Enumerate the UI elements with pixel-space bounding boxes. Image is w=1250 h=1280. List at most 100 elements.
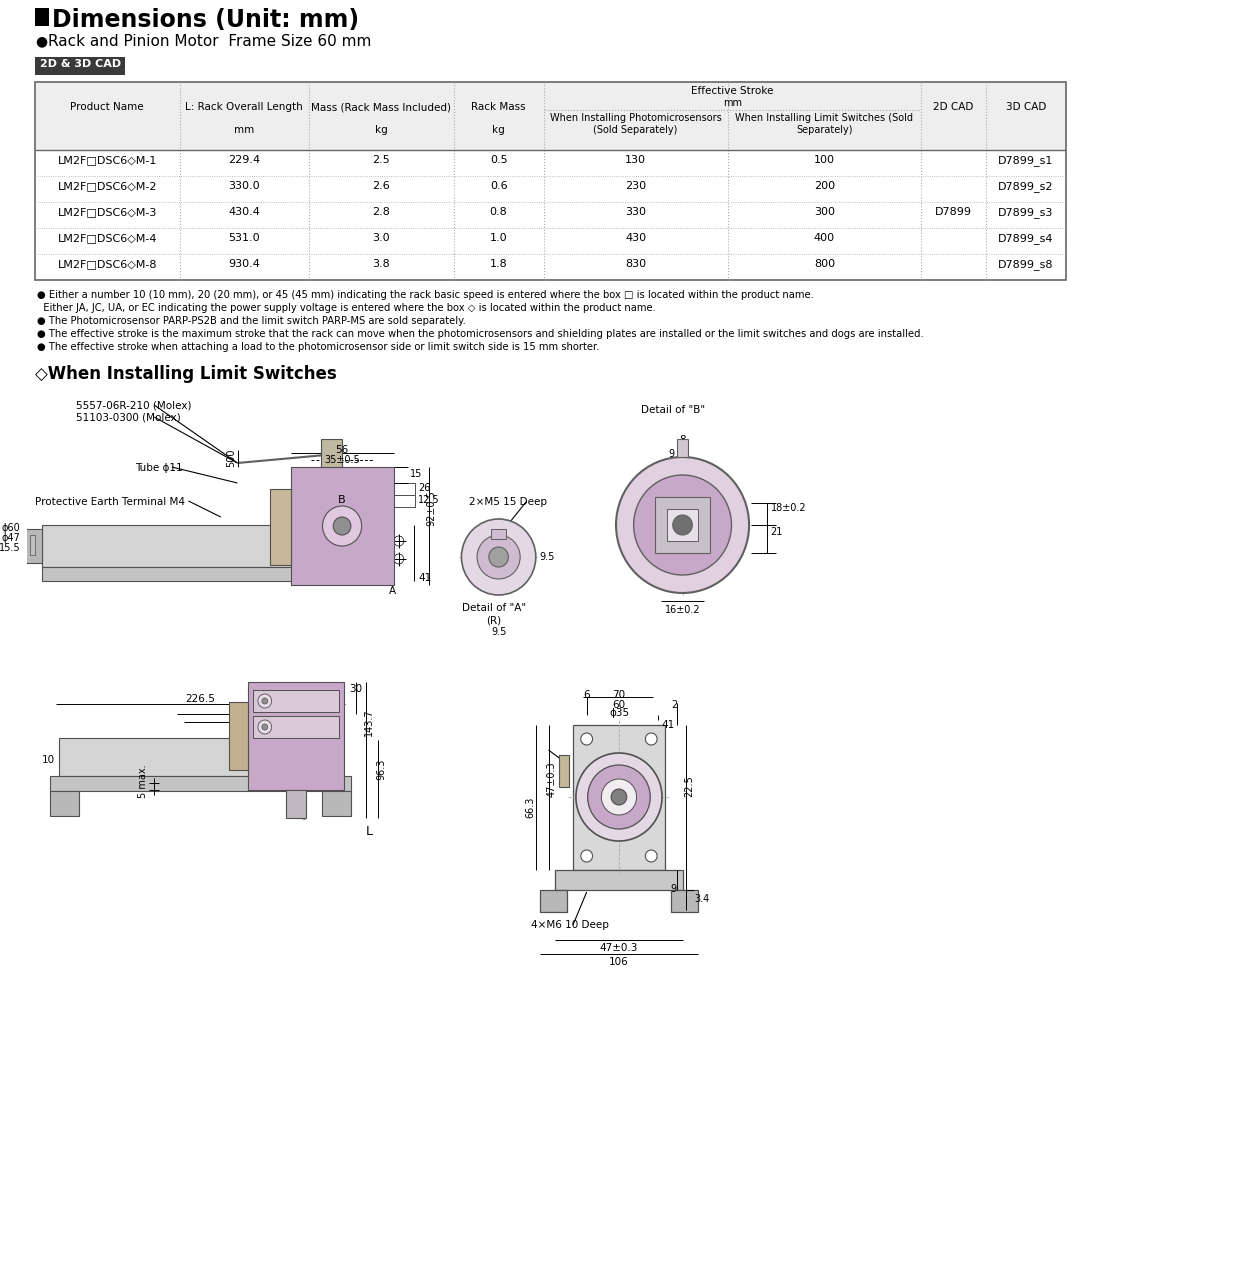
Text: D7899_s3: D7899_s3 <box>999 207 1054 218</box>
Bar <box>35 58 125 76</box>
Text: 9.5: 9.5 <box>491 627 506 637</box>
Circle shape <box>258 694 271 708</box>
Text: 15.5: 15.5 <box>0 543 20 553</box>
Text: Dimensions (Unit: mm): Dimensions (Unit: mm) <box>51 8 359 32</box>
Text: 12.5: 12.5 <box>419 495 440 506</box>
Text: ●: ● <box>35 35 48 49</box>
Circle shape <box>634 475 731 575</box>
Text: LM2F□DSC6◇M-3: LM2F□DSC6◇M-3 <box>58 207 158 218</box>
Bar <box>676 439 689 457</box>
Text: LM2F□DSC6◇M-4: LM2F□DSC6◇M-4 <box>58 233 158 243</box>
Bar <box>321 791 351 817</box>
Circle shape <box>645 733 658 745</box>
Text: 2.5: 2.5 <box>372 155 390 165</box>
Text: 0.8: 0.8 <box>490 207 508 218</box>
Text: 9: 9 <box>671 884 678 893</box>
Text: Product Name: Product Name <box>70 102 144 113</box>
Text: 120: 120 <box>244 707 262 716</box>
Text: ϕ47: ϕ47 <box>1 532 20 543</box>
Text: 26: 26 <box>419 483 431 493</box>
Text: 6: 6 <box>584 690 590 700</box>
Text: Effective Stroke: Effective Stroke <box>691 86 774 96</box>
Text: 130: 130 <box>625 155 646 165</box>
Text: ϕ60: ϕ60 <box>1 524 20 532</box>
Text: 16±0.2: 16±0.2 <box>665 605 700 614</box>
Circle shape <box>334 517 351 535</box>
Text: 56: 56 <box>335 445 349 454</box>
Text: 15: 15 <box>410 468 422 479</box>
Circle shape <box>601 780 636 815</box>
Text: 60: 60 <box>612 700 625 710</box>
Bar <box>394 495 415 507</box>
Text: 18±0.2: 18±0.2 <box>770 503 806 513</box>
Bar <box>540 890 568 911</box>
Bar <box>229 701 249 771</box>
Text: LM2F□DSC6◇M-2: LM2F□DSC6◇M-2 <box>58 180 158 191</box>
Text: When Installing Photomicrosensors
(Sold Separately): When Installing Photomicrosensors (Sold … <box>550 113 721 134</box>
Text: 0.5: 0.5 <box>490 155 508 165</box>
Text: ● Either a number 10 (10 mm), 20 (20 mm), or 45 (45 mm) indicating the rack basi: ● Either a number 10 (10 mm), 20 (20 mm)… <box>36 291 814 300</box>
Circle shape <box>645 850 658 861</box>
Bar <box>291 467 394 585</box>
Text: 400: 400 <box>814 233 835 243</box>
Text: 47±0.3: 47±0.3 <box>546 762 556 797</box>
Text: 3.8: 3.8 <box>372 259 390 269</box>
Text: 300: 300 <box>814 207 835 218</box>
Circle shape <box>258 719 271 733</box>
Circle shape <box>611 788 626 805</box>
Text: 70: 70 <box>612 690 625 700</box>
Text: 30: 30 <box>349 684 362 694</box>
Text: 230: 230 <box>625 180 646 191</box>
Bar <box>270 489 291 564</box>
Text: LM2F□DSC6◇M-8: LM2F□DSC6◇M-8 <box>58 259 158 269</box>
Text: 4×M6 10 Deep: 4×M6 10 Deep <box>531 920 609 931</box>
Circle shape <box>322 506 361 547</box>
Bar <box>50 776 351 791</box>
Text: 5557-06R-210 (Molex): 5557-06R-210 (Molex) <box>76 399 191 410</box>
Text: LM2F□DSC6◇M-1: LM2F□DSC6◇M-1 <box>58 155 158 165</box>
Text: 96.3: 96.3 <box>376 759 386 780</box>
Circle shape <box>478 535 520 579</box>
Bar <box>671 890 699 911</box>
Bar <box>668 509 699 541</box>
Circle shape <box>261 724 268 730</box>
Text: D7899: D7899 <box>935 207 972 218</box>
Text: 430: 430 <box>625 233 646 243</box>
Text: 100: 100 <box>814 155 835 165</box>
Circle shape <box>261 698 268 704</box>
Text: 830: 830 <box>625 259 646 269</box>
Text: 113.7: 113.7 <box>238 716 268 724</box>
Text: 430.4: 430.4 <box>229 207 260 218</box>
Text: 92±0.5: 92±0.5 <box>426 490 436 526</box>
Text: 41: 41 <box>661 719 674 730</box>
Text: 5 max.: 5 max. <box>138 764 148 797</box>
Text: 2×M5 15 Deep: 2×M5 15 Deep <box>470 497 548 507</box>
Text: 2D & 3D CAD: 2D & 3D CAD <box>40 59 121 69</box>
Text: 1.8: 1.8 <box>490 259 508 269</box>
Text: 47±0.3: 47±0.3 <box>600 943 639 954</box>
Text: 1.0: 1.0 <box>490 233 508 243</box>
Circle shape <box>461 518 536 595</box>
Text: 500: 500 <box>226 449 236 467</box>
Text: 3.0: 3.0 <box>372 233 390 243</box>
Text: 2: 2 <box>671 700 678 710</box>
Text: 0.6: 0.6 <box>490 180 508 191</box>
Text: 200: 200 <box>814 180 835 191</box>
Bar <box>249 682 344 790</box>
Bar <box>655 497 710 553</box>
Text: 35±0.5: 35±0.5 <box>324 454 360 465</box>
Bar <box>555 870 682 890</box>
Circle shape <box>581 733 592 745</box>
Circle shape <box>581 850 592 861</box>
Text: D7899_s4: D7899_s4 <box>999 233 1054 244</box>
Bar <box>286 790 306 818</box>
Text: Detail of "A": Detail of "A" <box>461 603 526 613</box>
Bar <box>320 439 342 467</box>
Text: 226.5: 226.5 <box>185 694 215 704</box>
Text: Protective Earth Terminal M4: Protective Earth Terminal M4 <box>35 497 185 507</box>
Text: D7899_s2: D7899_s2 <box>999 180 1054 192</box>
Text: 3D CAD: 3D CAD <box>1006 102 1046 113</box>
Text: 9.5: 9.5 <box>540 552 555 562</box>
Text: 143.7: 143.7 <box>364 708 374 736</box>
Bar <box>24 529 41 563</box>
